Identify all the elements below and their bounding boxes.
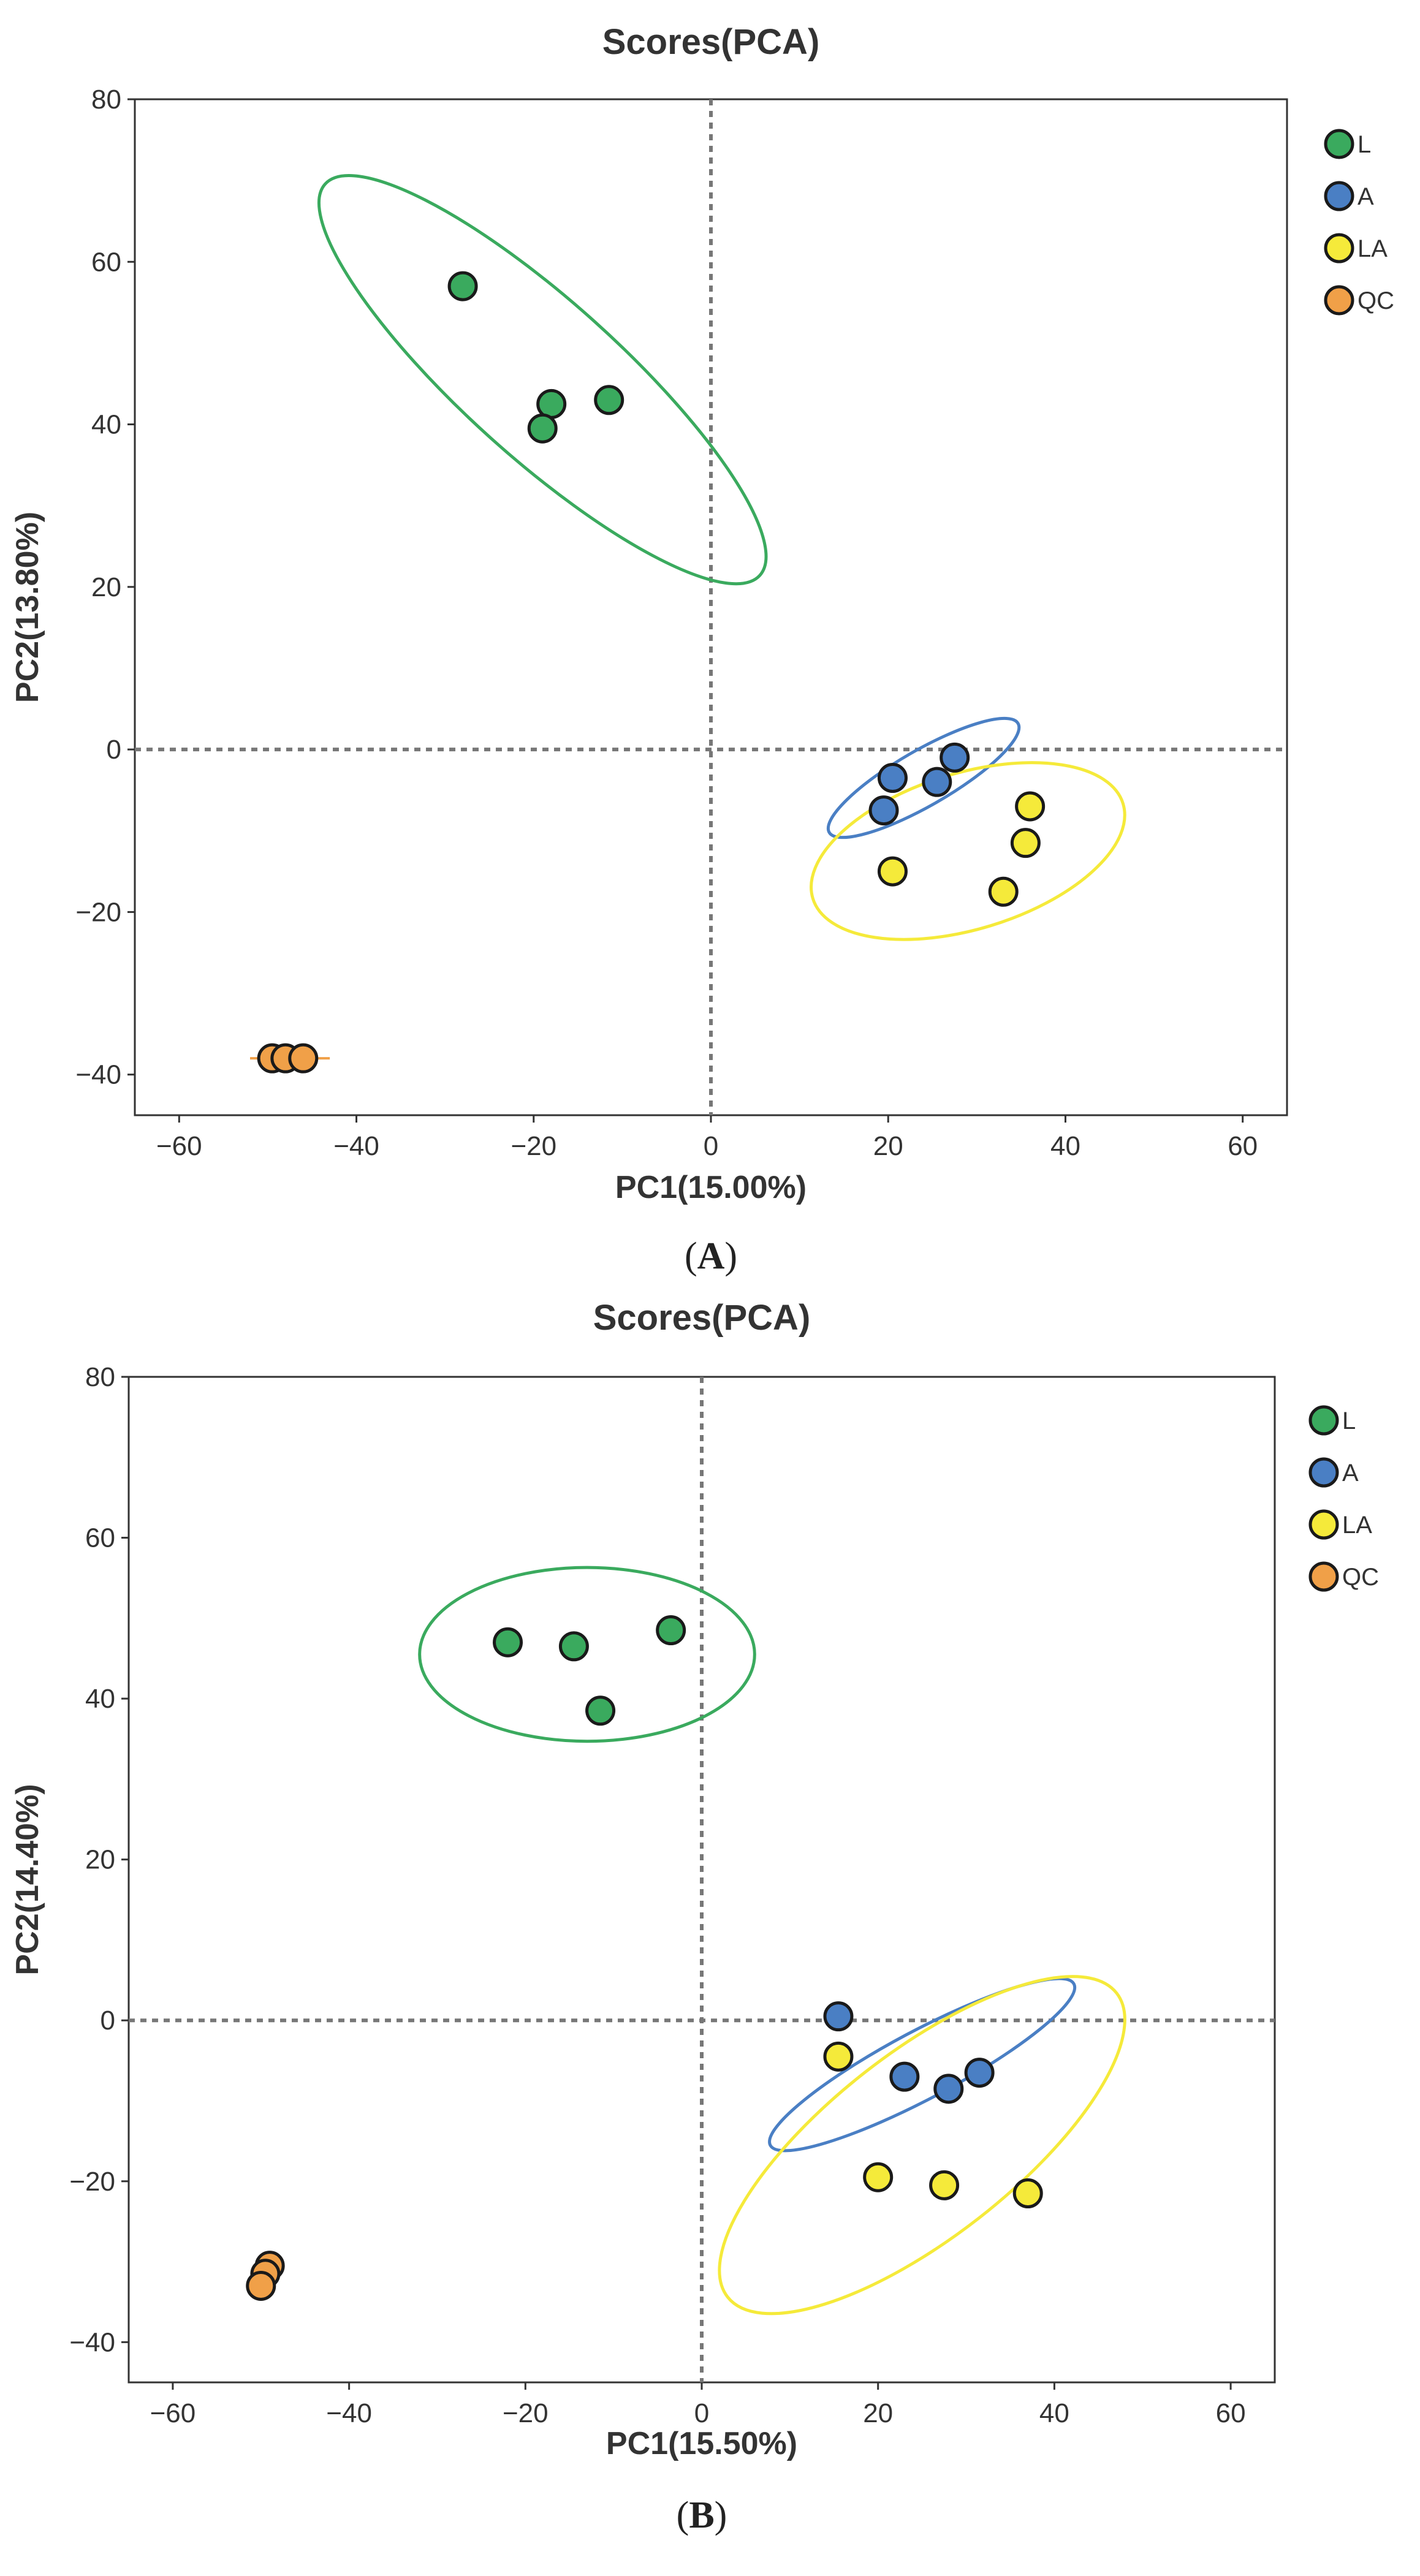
point-la [877,856,908,887]
point-la [1012,2178,1043,2208]
point-l [447,271,478,301]
legend-marker-l [1324,129,1354,159]
x-tick-label: 40 [1050,1131,1080,1161]
y-tick-label: 0 [107,735,121,765]
point-la [929,2170,960,2200]
y-tick-label: −40 [75,1060,121,1090]
point-a [940,742,970,773]
y-tick-label: 20 [91,572,121,602]
legend-label-a: A [1357,183,1374,210]
y-tick-label: 80 [85,1362,115,1392]
legend-marker-l [1308,1405,1339,1436]
x-tick-label: 0 [694,2398,709,2428]
panel-a: Scores(PCA) −60 −40 −20 0 20 40 60 −40 −20 0 20 40 60… [10,22,1394,1277]
y-tick-label: 40 [91,410,121,440]
point-la [1015,791,1046,822]
ellipse-a [826,716,1021,839]
x-tick-label: −20 [511,1131,556,1161]
panel-b: Scores(PCA) −60 −40 −20 0 20 40 60 −40 −20 0 20 40 60… [10,1298,1379,2536]
x-axis-label: PC1(15.50%) [606,2426,797,2461]
legend-label-l: L [1357,131,1371,158]
x-tick-label: −40 [326,2398,372,2428]
legend-label-la: LA [1357,235,1388,262]
point-l [493,1627,523,1657]
y-tick-label: 40 [85,1684,115,1714]
panel-label: (B) [677,2495,727,2536]
legend-label-qc: QC [1357,287,1394,314]
point-a [964,2058,995,2088]
chart-title: Scores(PCA) [602,22,820,62]
point-l [558,1631,589,1662]
y-tick-label: −20 [75,897,121,927]
x-tick-label: −60 [150,2398,196,2428]
point-a [889,2061,920,2092]
point-a [823,2001,854,2032]
panel-label: (A) [685,1235,737,1277]
point-la [823,2041,854,2072]
x-tick-label: −40 [333,1131,379,1161]
ellipse-l [317,174,768,586]
point-la [988,876,1019,907]
ellipse-l [418,1566,756,1743]
y-tick-label: −40 [69,2327,115,2357]
y-tick-label: 80 [91,85,121,115]
x-axis-label: PC1(15.00%) [615,1170,807,1205]
y-tick-label: 0 [101,2006,115,2036]
legend-label-a: A [1342,1460,1359,1487]
y-tick-label: −20 [69,2167,115,2197]
legend-marker-a [1324,181,1354,211]
point-la [1010,828,1041,858]
point-l [656,1615,686,1646]
legend-marker-a [1308,1457,1339,1488]
x-tick-label: 60 [1228,1131,1258,1161]
point-a [877,763,908,794]
point-a [922,767,952,797]
x-tick-label: −60 [156,1131,202,1161]
y-tick-label: 20 [85,1845,115,1875]
x-tick-label: 40 [1039,2398,1069,2428]
x-tick-label: 20 [873,1131,903,1161]
point-l [527,413,558,444]
point-a [933,2074,964,2104]
legend-label-la: LA [1342,1512,1372,1539]
x-tick-label: −20 [503,2398,549,2428]
x-tick-label: 60 [1216,2398,1246,2428]
legend-label-qc: QC [1342,1564,1379,1591]
legend-marker-qc [1324,285,1354,316]
point-a [868,795,899,826]
y-axis-label: PC2(13.80%) [10,512,45,703]
y-axis-label: PC2(14.40%) [10,1784,45,1975]
point-qc [246,2270,276,2301]
y-tick-label: 60 [85,1523,115,1553]
x-tick-label: 0 [704,1131,718,1161]
point-l [585,1695,616,1726]
chart-title: Scores(PCA) [593,1298,811,1338]
ellipse-a [768,1977,1077,2153]
y-tick-label: 60 [91,247,121,277]
legend-marker-la [1324,233,1354,263]
legend-marker-qc [1308,1561,1339,1592]
legend-marker-la [1308,1509,1339,1540]
ellipse-la [718,1975,1126,2316]
point-qc [288,1043,319,1074]
x-tick-label: 20 [863,2398,893,2428]
ellipse-la [810,761,1126,941]
point-la [863,2162,894,2192]
point-l [594,385,625,415]
legend-label-l: L [1342,1407,1356,1434]
